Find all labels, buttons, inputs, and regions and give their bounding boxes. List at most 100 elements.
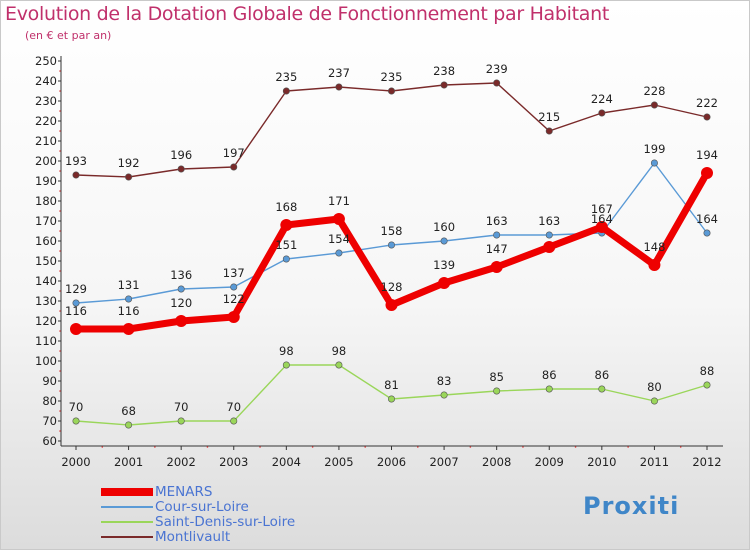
data-point-cour-sur-loire (440, 237, 448, 245)
data-point-saint-denis-sur-loire (72, 417, 80, 425)
data-labels: 116 116 120 122 168 171 128 139 147 167 148 194 129 1… (65, 62, 718, 418)
y-tick-label: 210 (35, 134, 57, 148)
data-point-montlivault (125, 173, 133, 181)
data-label-montlivault: 192 (118, 156, 140, 170)
data-point-montlivault (493, 79, 501, 87)
y-tick-label: 200 (35, 154, 57, 168)
data-label-cour-sur-loire: 131 (118, 278, 140, 292)
data-point-montlivault (545, 127, 553, 135)
data-point-cour-sur-loire (545, 231, 553, 239)
data-point-montlivault (387, 87, 395, 95)
data-label-cour-sur-loire: 199 (643, 142, 665, 156)
y-tick-label: 150 (35, 254, 57, 268)
data-label-menars: 116 (65, 304, 87, 318)
data-point-menars (280, 219, 293, 231)
data-point-menars (227, 311, 240, 323)
x-tick-label: 2008 (482, 455, 511, 469)
y-minor-tick (59, 310, 61, 312)
data-label-menars: 147 (486, 242, 508, 256)
y-tick-label: 100 (35, 354, 57, 368)
y-minor-tick (59, 330, 61, 332)
data-label-cour-sur-loire: 164 (591, 212, 613, 226)
x-tick-label: 2006 (377, 455, 406, 469)
data-label-menars: 139 (433, 258, 455, 272)
y-tick-label: 190 (35, 174, 57, 188)
data-point-menars (490, 261, 503, 273)
data-label-saint-denis-sur-loire: 70 (226, 400, 241, 414)
data-label-saint-denis-sur-loire: 98 (279, 344, 294, 358)
data-point-saint-denis-sur-loire (177, 417, 185, 425)
x-tick-label: 2010 (587, 455, 616, 469)
x-minor-tick (259, 446, 261, 448)
data-label-cour-sur-loire: 137 (223, 266, 245, 280)
y-minor-tick (59, 110, 61, 112)
data-point-cour-sur-loire (72, 299, 80, 307)
data-point-saint-denis-sur-loire (440, 391, 448, 399)
x-minor-tick (522, 446, 524, 448)
data-point-cour-sur-loire (387, 241, 395, 249)
y-minor-tick (59, 70, 61, 72)
data-point-montlivault (230, 163, 238, 171)
data-label-cour-sur-loire: 160 (433, 220, 455, 234)
data-point-menars (122, 323, 135, 335)
data-label-cour-sur-loire: 154 (328, 232, 350, 246)
y-minor-tick (59, 170, 61, 172)
x-tick-label: 2005 (324, 455, 353, 469)
x-tick-label: 2011 (640, 455, 669, 469)
data-label-montlivault: 235 (381, 70, 403, 84)
y-tick-label: 80 (42, 394, 57, 408)
series-line-saint-denis-sur-loire (75, 364, 708, 426)
data-label-cour-sur-loire: 151 (275, 238, 297, 252)
data-point-cour-sur-loire (177, 285, 185, 293)
chart-subtitle: (en € et par an) (25, 29, 112, 42)
data-point-saint-denis-sur-loire (387, 395, 395, 403)
data-point-cour-sur-loire (703, 229, 711, 237)
x-minor-tick (416, 446, 419, 448)
data-point-saint-denis-sur-loire (230, 417, 238, 425)
x-tick-label: 2001 (114, 455, 143, 469)
x-tick-label: 2012 (692, 455, 721, 469)
data-label-saint-denis-sur-loire: 88 (700, 364, 715, 378)
data-point-menars (438, 277, 451, 289)
data-point-cour-sur-loire (493, 231, 501, 239)
data-point-menars (175, 315, 188, 327)
y-tick-label: 120 (35, 314, 57, 328)
data-label-menars: 171 (328, 194, 350, 208)
data-label-saint-denis-sur-loire: 98 (332, 344, 347, 358)
data-point-cour-sur-loire (230, 283, 238, 291)
y-minor-tick (59, 270, 61, 272)
legend-swatch (101, 521, 153, 523)
data-label-montlivault: 222 (696, 96, 718, 110)
x-minor-tick (679, 446, 682, 448)
data-point-menars (543, 241, 556, 253)
data-point-menars (648, 259, 661, 271)
x-minor-tick (627, 446, 629, 448)
y-minor-tick (59, 90, 61, 92)
y-tick-label: 250 (35, 54, 57, 68)
x-minor-tick (101, 446, 104, 448)
y-minor-tick (59, 210, 61, 212)
data-label-montlivault: 224 (591, 92, 613, 106)
data-label-saint-denis-sur-loire: 68 (121, 404, 136, 418)
y-tick-label: 180 (35, 194, 57, 208)
x-minor-tick (574, 446, 577, 448)
legend-label: MENARS (155, 484, 213, 500)
y-minor-tick (59, 290, 61, 292)
y-tick-label: 220 (35, 114, 57, 128)
y-minor-tick (59, 370, 61, 372)
x-tick-label: 2003 (219, 455, 248, 469)
y-tick-label: 130 (35, 294, 57, 308)
data-point-cour-sur-loire (335, 249, 343, 257)
data-point-montlivault (440, 81, 448, 89)
data-label-cour-sur-loire: 163 (538, 214, 560, 228)
data-label-montlivault: 215 (538, 110, 560, 124)
data-label-cour-sur-loire: 158 (381, 224, 403, 238)
data-point-saint-denis-sur-loire (282, 361, 290, 369)
y-minor-tick (59, 430, 61, 432)
y-minor-tick (59, 350, 61, 352)
data-label-menars: 120 (170, 296, 192, 310)
y-tick-label: 70 (42, 414, 57, 428)
data-label-cour-sur-loire: 164 (696, 212, 718, 226)
x-minor-tick (469, 446, 472, 448)
